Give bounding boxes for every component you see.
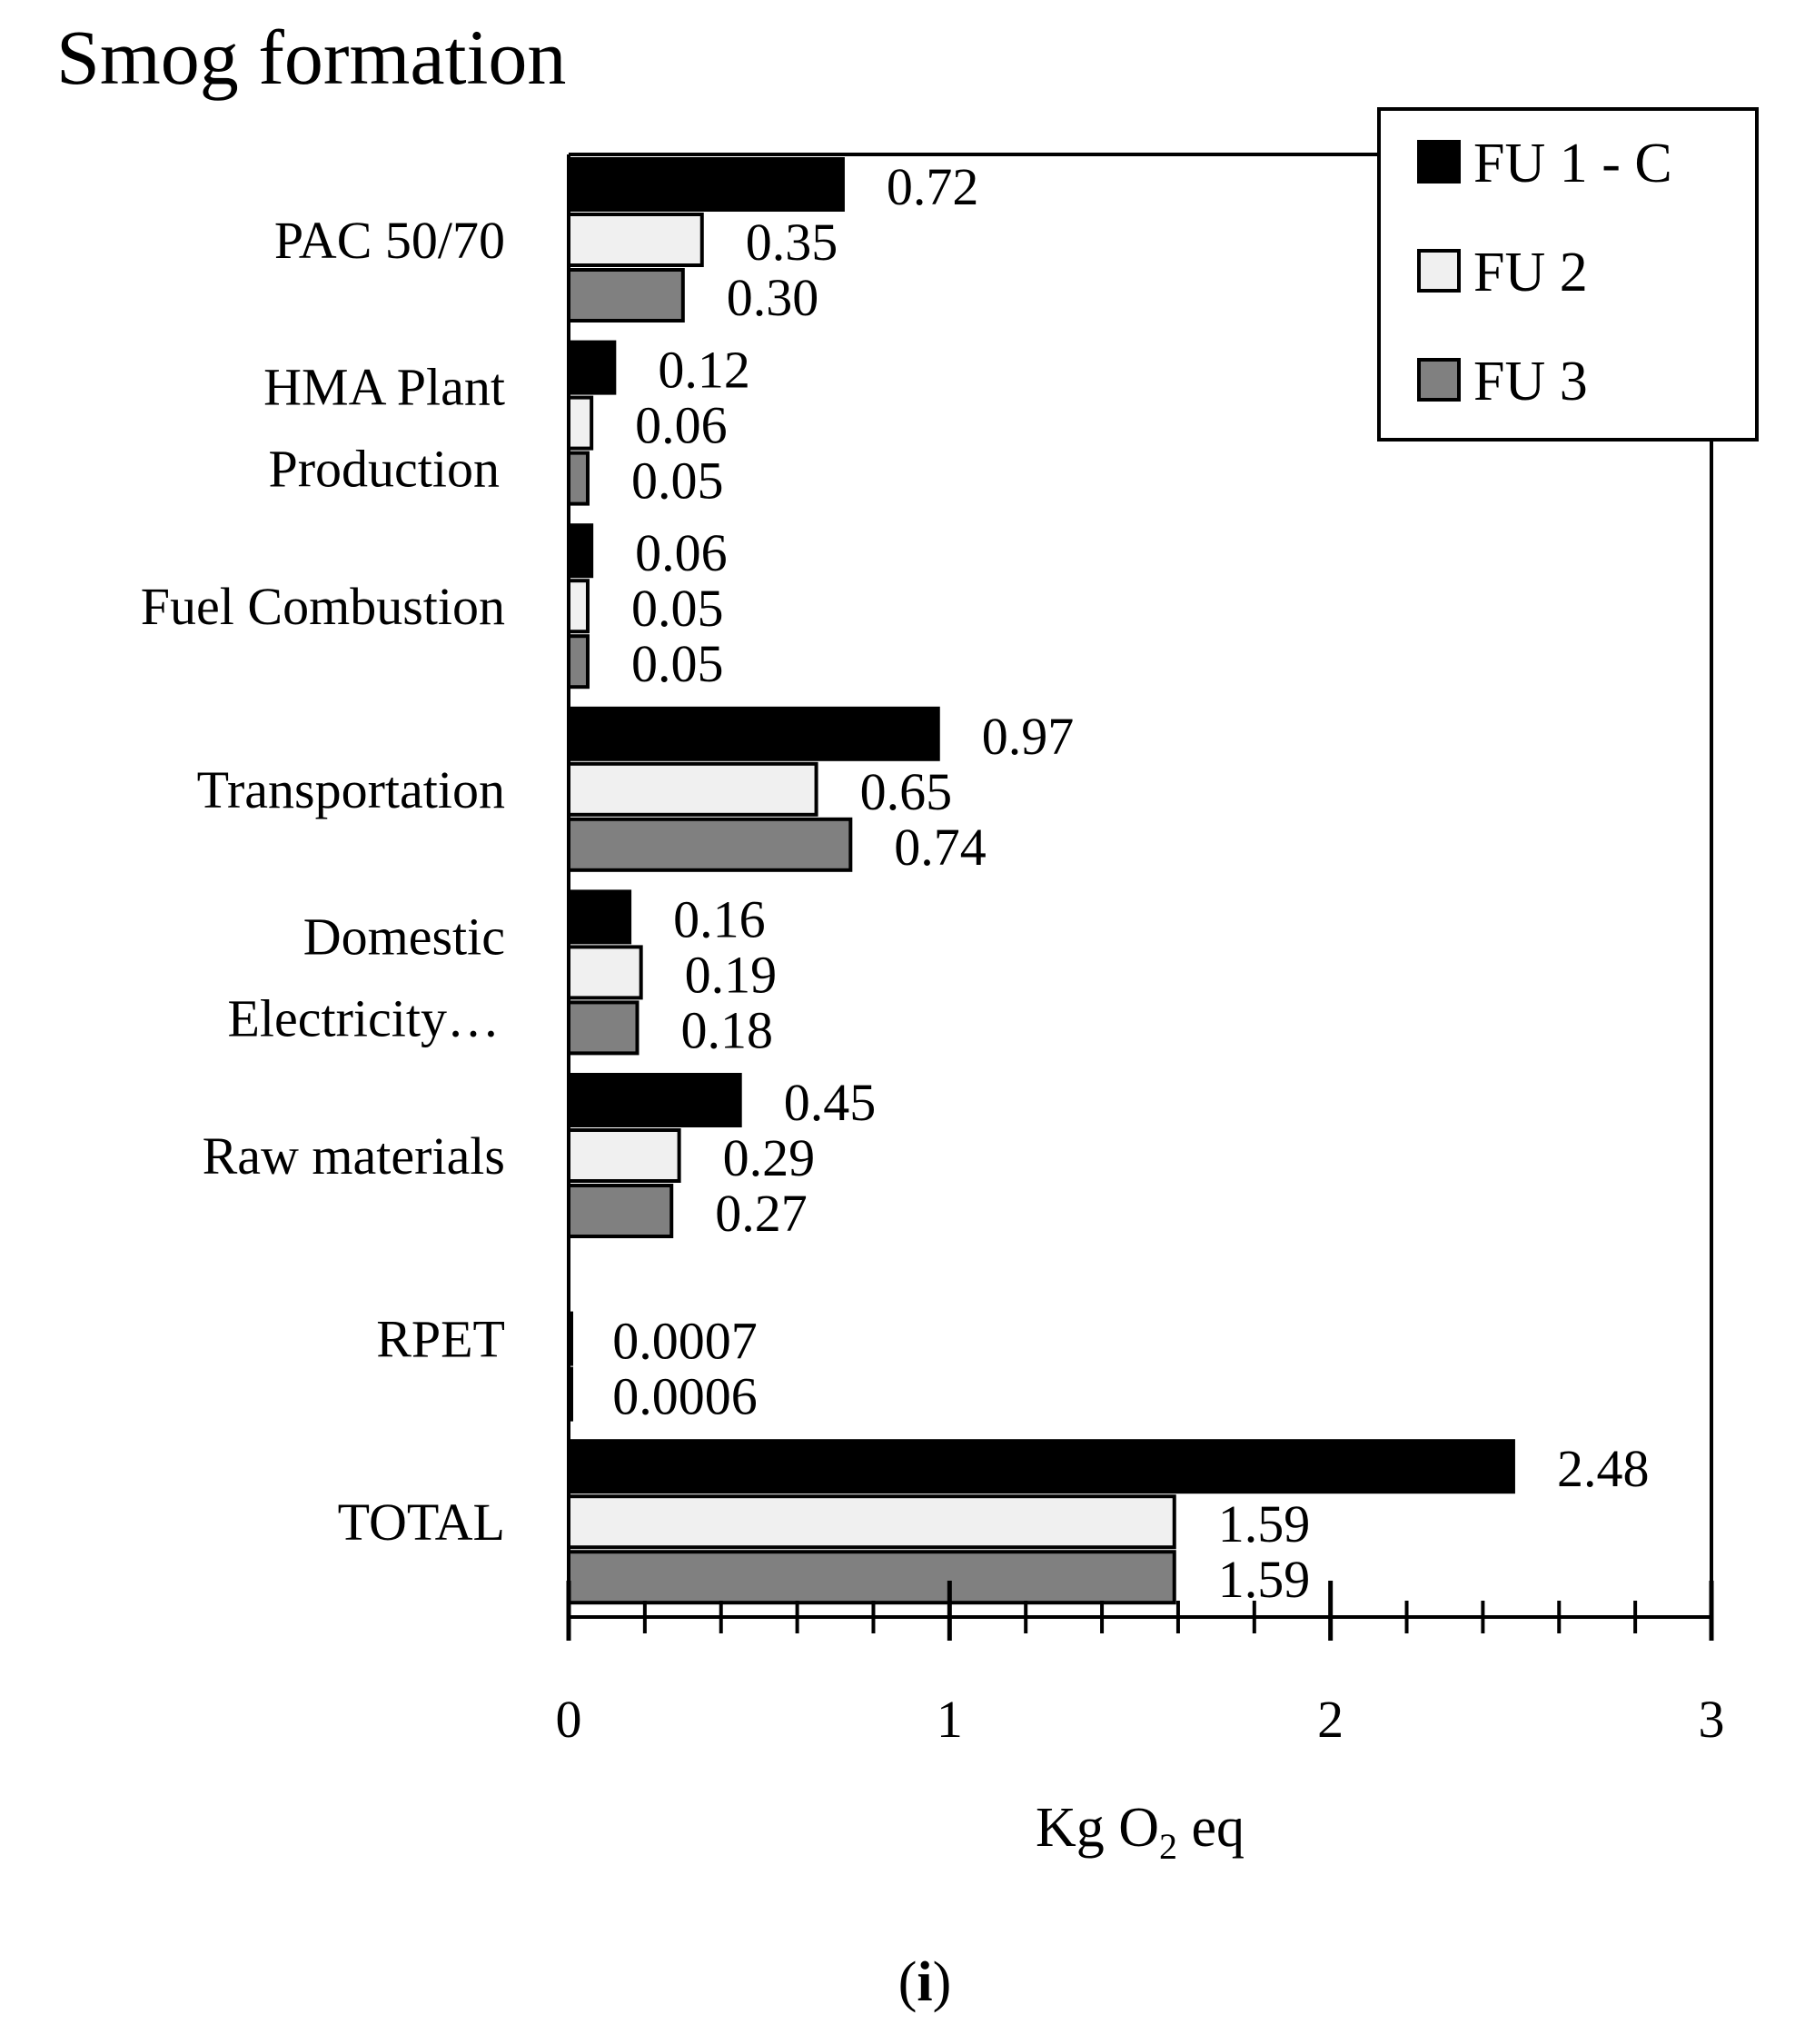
x-tick-label: 2 (1317, 1690, 1344, 1749)
data-label: 0.19 (685, 945, 778, 1004)
x-tick-label: 1 (937, 1690, 963, 1749)
bar-1 (567, 1439, 1515, 1494)
data-label: 0.05 (631, 579, 724, 638)
category-label: TOTAL (338, 1493, 505, 1552)
x-axis-label: Kg O2 eq (1036, 1797, 1245, 1867)
data-label: 0.16 (673, 889, 766, 948)
x-tick-label: 3 (1699, 1690, 1725, 1749)
x-axis-label-suffix: eq (1177, 1797, 1245, 1859)
category-label: HMA Plant (263, 358, 505, 417)
bar-1 (567, 706, 940, 761)
x-axis-label-subscript: 2 (1159, 1826, 1177, 1867)
panel-label: (i) (898, 1951, 952, 2013)
legend-label: FU 1 - C (1473, 133, 1672, 194)
data-label: 1.59 (1218, 1550, 1311, 1609)
bar-2 (567, 1128, 681, 1183)
category-label: PAC 50/70 (274, 211, 505, 270)
data-label: 2.48 (1557, 1439, 1650, 1498)
bar-2 (567, 1494, 1176, 1550)
data-label: 0.30 (727, 268, 819, 327)
bar-1 (567, 523, 594, 579)
bar-3 (567, 1000, 640, 1056)
data-label: 0.74 (894, 818, 987, 877)
bar-1 (567, 157, 845, 212)
category-label: Raw materials (203, 1126, 505, 1186)
bar-1 (567, 889, 632, 945)
legend-swatch (1417, 249, 1461, 293)
panel-label-letter: i (917, 1951, 932, 2013)
bar-2 (567, 579, 590, 634)
data-label: 0.18 (680, 1000, 773, 1059)
bar-1 (567, 1073, 742, 1127)
data-label: 0.06 (635, 523, 728, 582)
legend-label: FU 2 (1473, 242, 1588, 303)
bar-3 (567, 817, 853, 872)
bar-3 (567, 634, 590, 690)
data-label: 0.05 (631, 451, 724, 511)
data-label: 1.59 (1218, 1494, 1311, 1553)
category-label: Production (268, 440, 500, 499)
bar-3 (567, 268, 685, 322)
category-label: Fuel Combustion (141, 577, 505, 636)
category-label: Transportation (197, 760, 505, 819)
panel-label-open: ( (898, 1951, 917, 2013)
bar-1 (567, 340, 617, 395)
data-label: 0.06 (635, 396, 728, 455)
data-label: 0.05 (631, 634, 724, 693)
bar-2 (567, 395, 594, 451)
data-label: 0.0007 (612, 1312, 758, 1371)
category-label: RPET (376, 1310, 505, 1369)
x-axis-label-prefix: Kg O (1036, 1797, 1159, 1859)
legend-label: FU 3 (1473, 351, 1588, 412)
x-tick-label: 0 (556, 1690, 582, 1749)
data-label: 0.97 (982, 707, 1075, 766)
category-label: Domestic (303, 907, 505, 966)
bar-2 (567, 945, 643, 1000)
data-label: 0.65 (860, 762, 953, 821)
data-label: 0.35 (746, 213, 838, 272)
data-label: 0.29 (723, 1128, 816, 1187)
chart-title: Smog formation (56, 14, 566, 101)
bar-2 (567, 213, 704, 267)
data-label: 0.27 (715, 1184, 808, 1243)
data-label: 0.12 (658, 341, 750, 400)
data-label: 0.0006 (612, 1367, 758, 1426)
data-label: 0.72 (887, 157, 978, 216)
legend-swatch (1417, 358, 1461, 402)
bar-3 (567, 1550, 1176, 1605)
bar-3 (567, 451, 590, 506)
category-label: Electricity… (227, 988, 500, 1047)
panel-label-close: ) (933, 1951, 952, 2013)
bar-3 (567, 1184, 674, 1238)
data-label: 0.45 (784, 1073, 877, 1132)
legend-swatch (1417, 140, 1461, 184)
bar-2 (567, 761, 818, 817)
